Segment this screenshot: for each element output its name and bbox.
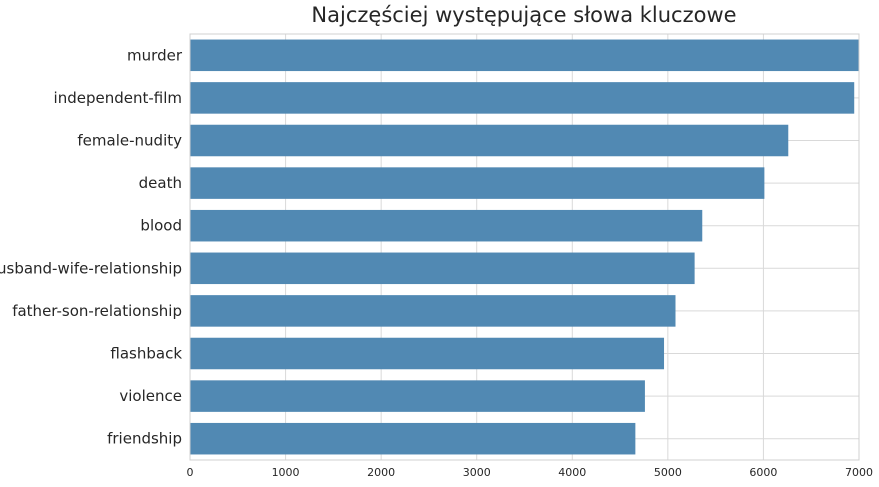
plot-frame — [189, 33, 860, 461]
bar-death — [190, 167, 765, 199]
category-label-violence: violence — [119, 387, 182, 405]
bar-flashback — [190, 337, 665, 370]
bar-independent-film — [190, 82, 855, 114]
bar-violence — [190, 380, 645, 412]
bar-father-son-relationship — [190, 295, 676, 327]
x-tick-label: 1000 — [272, 466, 300, 479]
x-tick-label: 3000 — [463, 466, 491, 479]
category-label-death: death — [139, 174, 182, 192]
category-label-independent-film: independent-film — [54, 89, 182, 107]
category-label-husband-wife-relationship: husband-wife-relationship — [0, 259, 182, 277]
bars — [190, 39, 859, 455]
category-label-flashback: flashback — [110, 345, 182, 363]
bar-husband-wife-relationship — [190, 252, 695, 285]
x-tick-label: 2000 — [367, 466, 395, 479]
bar-friendship — [190, 422, 636, 455]
category-label-female-nudity: female-nudity — [77, 132, 182, 150]
category-label-friendship: friendship — [107, 430, 182, 448]
x-tick-label: 5000 — [654, 466, 682, 479]
bar-female-nudity — [190, 124, 789, 157]
chart-title: Najczęściej występujące słowa kluczowe — [311, 3, 736, 27]
x-tick-label: 0 — [187, 466, 194, 479]
bar-blood — [190, 209, 703, 242]
x-tick-label: 6000 — [749, 466, 777, 479]
bar-murder — [190, 39, 859, 72]
category-label-father-son-relationship: father-son-relationship — [12, 302, 182, 320]
x-tick-labels: 0 1000 2000 3000 4000 5000 6000 7000 — [187, 466, 874, 479]
x-tick-label: 7000 — [845, 466, 873, 479]
x-tick-label: 4000 — [558, 466, 586, 479]
category-labels: murder independent-film female-nudity death… — [0, 46, 183, 447]
category-label-blood: blood — [140, 217, 182, 235]
category-label-murder: murder — [127, 46, 183, 64]
